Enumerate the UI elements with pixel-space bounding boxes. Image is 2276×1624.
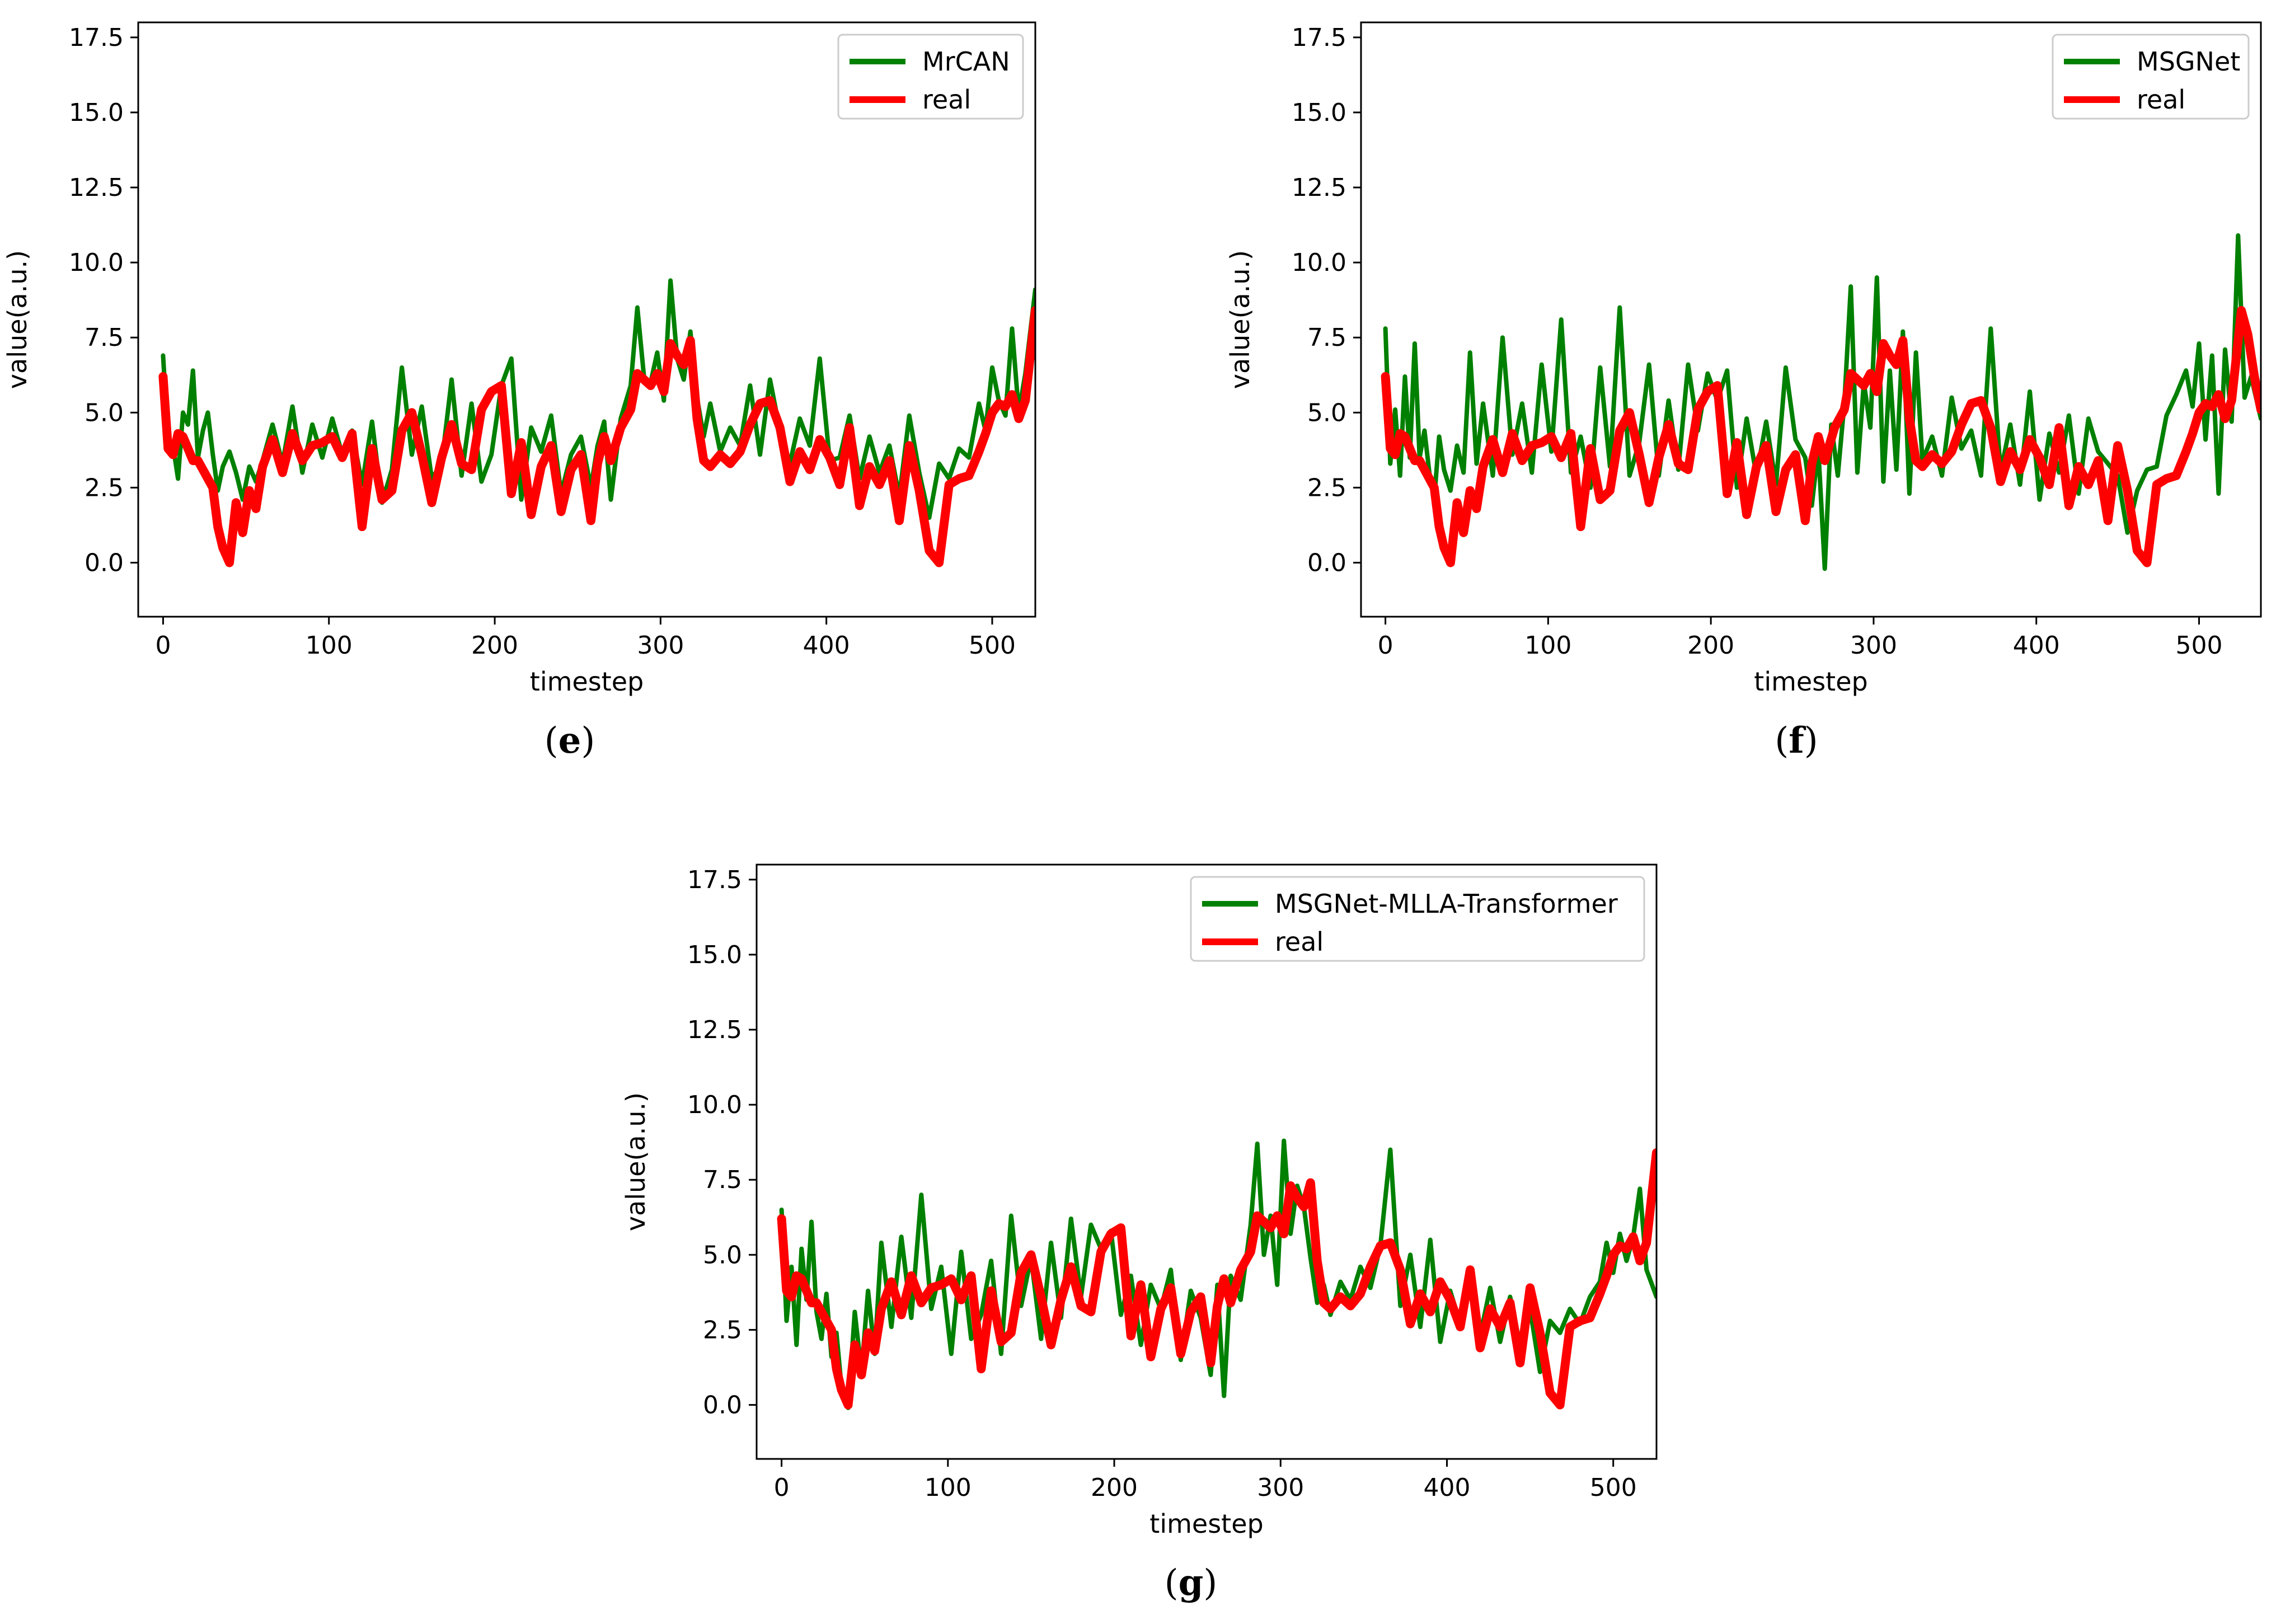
y-axis-label: value(a.u.) bbox=[1225, 250, 1255, 389]
caption-close-paren: ) bbox=[1804, 720, 1818, 762]
x-tick-label: 100 bbox=[1524, 631, 1571, 660]
x-tick-label: 500 bbox=[1590, 1473, 1637, 1502]
series-line-real bbox=[158, 306, 1035, 567]
x-axis-label: timestep bbox=[530, 667, 644, 697]
y-tick-label: 2.5 bbox=[85, 473, 124, 502]
x-tick-label: 300 bbox=[1850, 631, 1897, 660]
x-tick-label: 500 bbox=[969, 631, 1016, 660]
caption-close-paren: ) bbox=[1203, 1562, 1217, 1604]
y-tick-label: 0.0 bbox=[703, 1391, 742, 1419]
chart-panel-f: 0 100 200 300 400 500 0.0 2.5 5.0 7.5 10.0 12.5 15.0… bbox=[1225, 21, 2262, 762]
x-tick-label: 200 bbox=[1091, 1473, 1138, 1502]
legend-label-real: real bbox=[1275, 927, 1324, 957]
caption-open-paren: ( bbox=[1165, 1562, 1179, 1604]
x-tick-label: 300 bbox=[1257, 1473, 1304, 1502]
y-tick-label: 17.5 bbox=[69, 24, 124, 52]
y-tick-label: 15.0 bbox=[69, 98, 124, 127]
x-tick-label: 200 bbox=[471, 631, 518, 660]
series-line-real bbox=[1381, 306, 2261, 567]
x-tick-label: 400 bbox=[2013, 631, 2060, 660]
y-tick-label: 17.5 bbox=[1292, 24, 1346, 52]
x-tick-label: 0 bbox=[774, 1473, 790, 1502]
legend-label-prediction: MSGNet bbox=[2137, 46, 2240, 77]
y-tick-label: 12.5 bbox=[687, 1016, 742, 1044]
y-tick-label: 12.5 bbox=[1292, 173, 1346, 202]
axes-frame bbox=[137, 21, 1036, 618]
x-tick-label: 200 bbox=[1687, 631, 1734, 660]
legend: MrCAN real bbox=[837, 34, 1024, 120]
y-tick-label: 0.0 bbox=[1307, 548, 1346, 577]
y-tick-label: 2.5 bbox=[1307, 473, 1346, 502]
y-tick-label: 0.0 bbox=[85, 548, 124, 577]
legend: MSGNet-MLLA-Transformer real bbox=[1190, 876, 1645, 962]
x-tick-label: 400 bbox=[803, 631, 850, 660]
x-tick-label: 500 bbox=[2176, 631, 2223, 660]
y-tick-label: 17.5 bbox=[687, 866, 742, 894]
panel-caption: (e) bbox=[545, 720, 595, 762]
x-axis-label: timestep bbox=[1754, 667, 1867, 697]
panel-caption: (f) bbox=[1775, 720, 1818, 762]
y-axis-label: value(a.u.) bbox=[2, 250, 32, 389]
caption-close-paren: ) bbox=[581, 720, 595, 762]
y-tick-label: 10.0 bbox=[1292, 248, 1346, 277]
caption-letter: g bbox=[1179, 1562, 1204, 1604]
y-axis-label: value(a.u.) bbox=[621, 1092, 651, 1231]
y-tick-label: 7.5 bbox=[703, 1166, 742, 1194]
legend-label-real: real bbox=[2137, 85, 2185, 115]
chart-panel-e: 0 100 200 300 400 500 0.0 2.5 5.0 7.5 10.0 12.5 15.0… bbox=[2, 21, 1036, 762]
x-tick-label: 100 bbox=[306, 631, 353, 660]
y-tick-label: 10.0 bbox=[687, 1091, 742, 1119]
legend-label-real: real bbox=[922, 85, 971, 115]
panel-caption: (g) bbox=[1165, 1562, 1218, 1604]
y-tick-label: 5.0 bbox=[703, 1241, 742, 1269]
y-tick-label: 15.0 bbox=[1292, 98, 1346, 127]
x-tick-label: 0 bbox=[1378, 631, 1393, 660]
caption-open-paren: ( bbox=[1775, 720, 1789, 762]
axes-frame bbox=[1360, 21, 2262, 618]
y-tick-label: 7.5 bbox=[1307, 323, 1346, 352]
y-tick-label: 2.5 bbox=[703, 1316, 742, 1344]
x-tick-label: 100 bbox=[925, 1473, 972, 1502]
legend-label-prediction: MrCAN bbox=[922, 46, 1010, 77]
x-tick-label: 400 bbox=[1424, 1473, 1471, 1502]
series-group bbox=[158, 278, 1035, 567]
caption-open-paren: ( bbox=[545, 720, 559, 762]
axes-frame bbox=[755, 863, 1658, 1460]
y-tick-label: 5.0 bbox=[1307, 398, 1346, 427]
caption-letter: f bbox=[1789, 720, 1806, 762]
y-tick-label: 5.0 bbox=[85, 398, 124, 427]
x-tick-label: 300 bbox=[637, 631, 684, 660]
series-group bbox=[777, 1138, 1656, 1410]
legend-box bbox=[1190, 876, 1645, 962]
y-tick-label: 7.5 bbox=[85, 323, 124, 352]
y-tick-label: 10.0 bbox=[69, 248, 124, 277]
chart-panel-g: 0 100 200 300 400 500 0.0 2.5 5.0 7.5 10.0 12.5 15.0… bbox=[621, 863, 1658, 1604]
legend-label-prediction: MSGNet-MLLA-Transformer bbox=[1275, 889, 1618, 919]
x-axis-label: timestep bbox=[1149, 1509, 1263, 1539]
series-group bbox=[1381, 233, 2261, 571]
caption-letter: e bbox=[559, 720, 581, 762]
y-tick-label: 15.0 bbox=[687, 941, 742, 969]
series-line-prediction bbox=[1383, 233, 2261, 571]
legend: MSGNet real bbox=[2052, 34, 2250, 120]
x-tick-label: 0 bbox=[155, 631, 171, 660]
series-line-real bbox=[777, 1148, 1656, 1410]
y-tick-label: 12.5 bbox=[69, 173, 124, 202]
